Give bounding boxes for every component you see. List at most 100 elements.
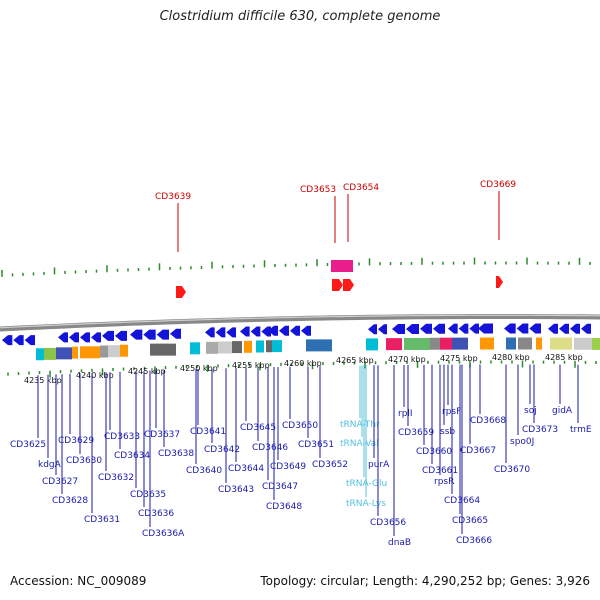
lower-gene-label: rpsR xyxy=(434,477,454,487)
feature-block xyxy=(56,347,72,360)
feature-block xyxy=(440,337,452,350)
lower-gene-label: CD3659 xyxy=(398,428,434,438)
feature-block xyxy=(150,343,176,356)
lower-gene-label: CD3636A xyxy=(142,529,185,539)
scale-label: 4240 kbp xyxy=(76,371,114,380)
gene-arrow xyxy=(226,327,236,338)
gene-arrow xyxy=(458,323,469,334)
gene-arrow xyxy=(24,335,35,346)
gene-arrow xyxy=(143,329,156,340)
lower-gene-label: CD3649 xyxy=(270,462,306,472)
feature-block xyxy=(190,342,200,355)
feature-block xyxy=(550,337,572,350)
scale-label: 4280 kbp xyxy=(492,353,530,362)
accession-text: Accession: NC_009089 xyxy=(10,574,147,588)
gene-arrow xyxy=(420,323,432,334)
feature-block xyxy=(108,345,120,358)
gene-arrow xyxy=(261,326,271,337)
lower-gene-label: CD3656 xyxy=(370,518,406,528)
gene-arrow xyxy=(378,324,387,335)
backbone xyxy=(0,314,600,332)
lower-gene-label: CD3643 xyxy=(218,485,254,495)
lower-gene-label: CD3673 xyxy=(522,425,558,435)
lower-gene-label: CD3633 xyxy=(104,432,140,442)
lower-gene-label: CD3641 xyxy=(190,427,226,437)
scale-label: 4265 kbp xyxy=(336,356,374,365)
feature-pink-block xyxy=(331,260,353,272)
lower-gene-label: CD3634 xyxy=(114,451,150,461)
lower-gene-label: CD3650 xyxy=(282,421,318,431)
gene-arrow xyxy=(433,323,445,334)
gene-arrow xyxy=(516,323,529,334)
feature-block xyxy=(518,337,532,350)
lower-gene-label: CD3637 xyxy=(144,430,180,440)
feature-block xyxy=(232,341,242,354)
feature-block xyxy=(266,340,272,353)
lower-gene-label: CD3628 xyxy=(52,496,88,506)
feature-red-arrow xyxy=(176,286,186,298)
feature-block xyxy=(206,341,218,354)
gene-arrow xyxy=(406,323,419,334)
scale-label: 4235 kbp xyxy=(24,376,62,385)
page-title: Clostridium difficile 630, complete geno… xyxy=(159,9,441,24)
gene-arrow xyxy=(80,332,90,343)
feature-red-arrow xyxy=(332,279,343,291)
gene-arrow xyxy=(91,332,101,343)
lower-gene-label: rplI xyxy=(398,409,413,419)
gene-arrow xyxy=(279,325,289,336)
feature-red-arrow xyxy=(343,279,354,291)
feature-block xyxy=(386,338,402,351)
backbone-highlight xyxy=(0,314,600,329)
lower-gene-label: CD3652 xyxy=(312,460,348,470)
gene-arrow xyxy=(581,323,591,334)
gene-arrow xyxy=(170,328,181,339)
lower-gene-label: CD3668 xyxy=(470,416,506,426)
lower-gene-label: tRNA-Lys xyxy=(346,499,386,509)
gene-arrow xyxy=(392,323,405,334)
gene-arrow xyxy=(268,325,278,336)
gene-arrow xyxy=(215,327,226,338)
gene-arrow xyxy=(478,323,493,334)
gene-arrow xyxy=(156,329,169,340)
lower-gene-label: soj xyxy=(524,406,537,416)
lower-gene-label: CD3640 xyxy=(186,466,222,476)
lower-gene-label: CD3642 xyxy=(204,445,240,455)
feature-block xyxy=(430,337,440,350)
lower-gene-label: CD3627 xyxy=(42,477,78,487)
feature-block xyxy=(44,347,56,360)
feature-block xyxy=(244,340,252,353)
gene-arrow xyxy=(205,327,215,338)
feature-block xyxy=(506,337,516,350)
lower-gene-label: CD3631 xyxy=(84,515,120,525)
lower-gene-label: CD3635 xyxy=(130,490,166,500)
scale-label: 4250 kbp xyxy=(180,364,218,373)
lower-gene-label: trmE xyxy=(570,425,592,435)
gene-arrow xyxy=(290,325,300,336)
lower-gene-label: CD3646 xyxy=(252,443,288,453)
feature-block xyxy=(100,345,108,358)
gene-arrow xyxy=(368,324,377,335)
gene-arrow xyxy=(69,332,79,343)
lower-gene-label: CD3632 xyxy=(98,473,134,483)
lower-gene-label: CD3660 xyxy=(416,447,452,457)
gene-arrow xyxy=(250,326,261,337)
feature-block xyxy=(306,339,332,352)
gene-arrow xyxy=(240,326,250,337)
lower-gene-label: ssb xyxy=(440,427,455,437)
lower-gene-label: tRNA-Glu xyxy=(346,479,387,489)
lower-gene-label: tRNA-Val xyxy=(340,439,379,449)
gene-arrow xyxy=(58,332,68,343)
scale-label: 4245 kbp xyxy=(128,367,166,376)
upper-gene-label: CD3639 xyxy=(155,192,191,202)
lower-gene-label: CD3625 xyxy=(10,440,46,450)
lower-gene-label: CD3648 xyxy=(266,502,302,512)
feature-block xyxy=(574,337,592,350)
lower-gene-label: CD3630 xyxy=(66,456,102,466)
feature-block xyxy=(120,344,128,357)
feature-block xyxy=(272,340,282,353)
lower-gene-label: CD3638 xyxy=(158,449,194,459)
lower-gene-label: CD3667 xyxy=(460,446,496,456)
feature-block xyxy=(404,337,430,350)
scale-label: 4255 kbp xyxy=(232,361,270,370)
feature-block xyxy=(218,341,232,354)
